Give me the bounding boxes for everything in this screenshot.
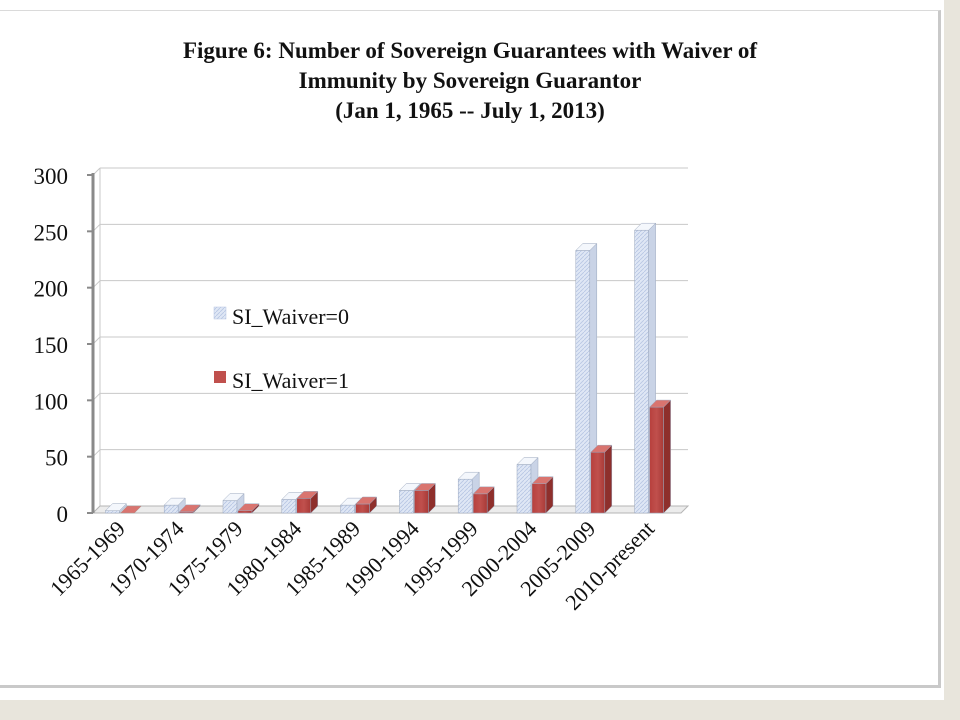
bar-SI_Waiver=1 xyxy=(119,505,142,514)
bar-front xyxy=(472,493,488,514)
bar-top xyxy=(633,222,657,231)
slide-edge-bottom xyxy=(0,700,960,720)
bar-SI_Waiver=1 xyxy=(531,476,554,514)
bar-SI_Waiver=1 xyxy=(413,482,437,514)
bar-top xyxy=(222,493,245,501)
bar-top xyxy=(457,471,480,480)
bar-top xyxy=(163,497,186,506)
chart-title-line-2: Immunity by Sovereign Guarantor xyxy=(298,68,642,93)
bar-top xyxy=(516,457,539,465)
bar-top xyxy=(413,483,437,491)
bar-top xyxy=(237,503,260,511)
bar-top xyxy=(296,491,319,499)
x-tick-labels: 1965-19691970-19741975-19791980-19841985… xyxy=(45,516,659,615)
bar-front xyxy=(222,500,238,514)
bar-SI_Waiver=0 xyxy=(163,497,186,514)
bar-front xyxy=(105,510,120,514)
y-tick-label: 250 xyxy=(34,220,69,245)
bar-front xyxy=(163,504,179,514)
slide xyxy=(0,0,944,700)
bar-top xyxy=(398,483,422,491)
legend-item-SI_Waiver=1: SI_Waiver=1 xyxy=(214,368,349,393)
bar-side xyxy=(604,444,613,514)
bar-side xyxy=(663,399,671,514)
chart: 0 50 100 150 200 250 300 1965-19691970-1974197… xyxy=(34,164,690,615)
bar-top xyxy=(178,504,201,513)
bar-top xyxy=(104,503,128,511)
bar-SI_Waiver=0 xyxy=(104,503,128,514)
chart-title-line-1: Figure 6: Number of Sovereign Guarantees… xyxy=(182,38,758,63)
y-tick-label: 100 xyxy=(34,389,69,414)
bar-SI_Waiver=1 xyxy=(590,444,613,514)
bar-front xyxy=(634,229,649,514)
y-tick-labels: 0 50 100 150 200 250 300 xyxy=(34,164,69,527)
bar-front xyxy=(516,464,532,514)
bar-SI_Waiver=1 xyxy=(472,486,495,514)
y-tick-label: 50 xyxy=(45,446,68,471)
bar-SI_Waiver=1 xyxy=(354,496,378,514)
legend-item-SI_Waiver=0: SI_Waiver=0 xyxy=(213,304,349,329)
y-tick-label: 0 xyxy=(57,502,69,527)
bar-top xyxy=(531,476,554,484)
bar-top xyxy=(648,399,672,408)
bar-top xyxy=(354,496,378,505)
legend-label: SI_Waiver=0 xyxy=(232,304,349,329)
slide-frame xyxy=(0,10,941,688)
legend: SI_Waiver=0 SI_Waiver=1 xyxy=(213,304,349,393)
bar-front xyxy=(340,504,355,514)
bar-front xyxy=(457,478,473,514)
chart-title-line-3: (Jan 1, 1965 -- July 1, 2013) xyxy=(335,98,605,123)
bar-SI_Waiver=0 xyxy=(575,242,598,514)
bar-top xyxy=(472,486,495,495)
bar-front xyxy=(281,499,297,514)
bar-SI_Waiver=1 xyxy=(648,399,672,514)
bar-front xyxy=(575,250,591,514)
bar-SI_Waiver=1 xyxy=(237,503,260,514)
y-tick-label: 200 xyxy=(34,277,69,302)
bar-top xyxy=(590,444,613,453)
bar-SI_Waiver=1 xyxy=(178,504,201,514)
y-tick-label: 150 xyxy=(34,333,69,358)
slide-edge-right xyxy=(944,0,960,720)
legend-swatch xyxy=(214,371,226,383)
bar-top xyxy=(119,505,142,514)
bar-front xyxy=(649,406,664,514)
bar-front xyxy=(531,483,547,514)
bar-front xyxy=(399,490,414,514)
legend-label: SI_Waiver=1 xyxy=(232,368,349,393)
bar-front xyxy=(237,510,253,514)
bar-front xyxy=(355,503,370,514)
bar-front xyxy=(590,451,606,514)
bar-SI_Waiver=0 xyxy=(222,493,245,514)
legend-swatch xyxy=(213,306,227,320)
bars xyxy=(104,222,672,514)
bar-top xyxy=(575,243,598,251)
bar-SI_Waiver=1 xyxy=(296,490,319,514)
bar-front xyxy=(414,490,429,514)
y-tick-label: 300 xyxy=(34,164,69,189)
bar-front xyxy=(296,498,312,514)
